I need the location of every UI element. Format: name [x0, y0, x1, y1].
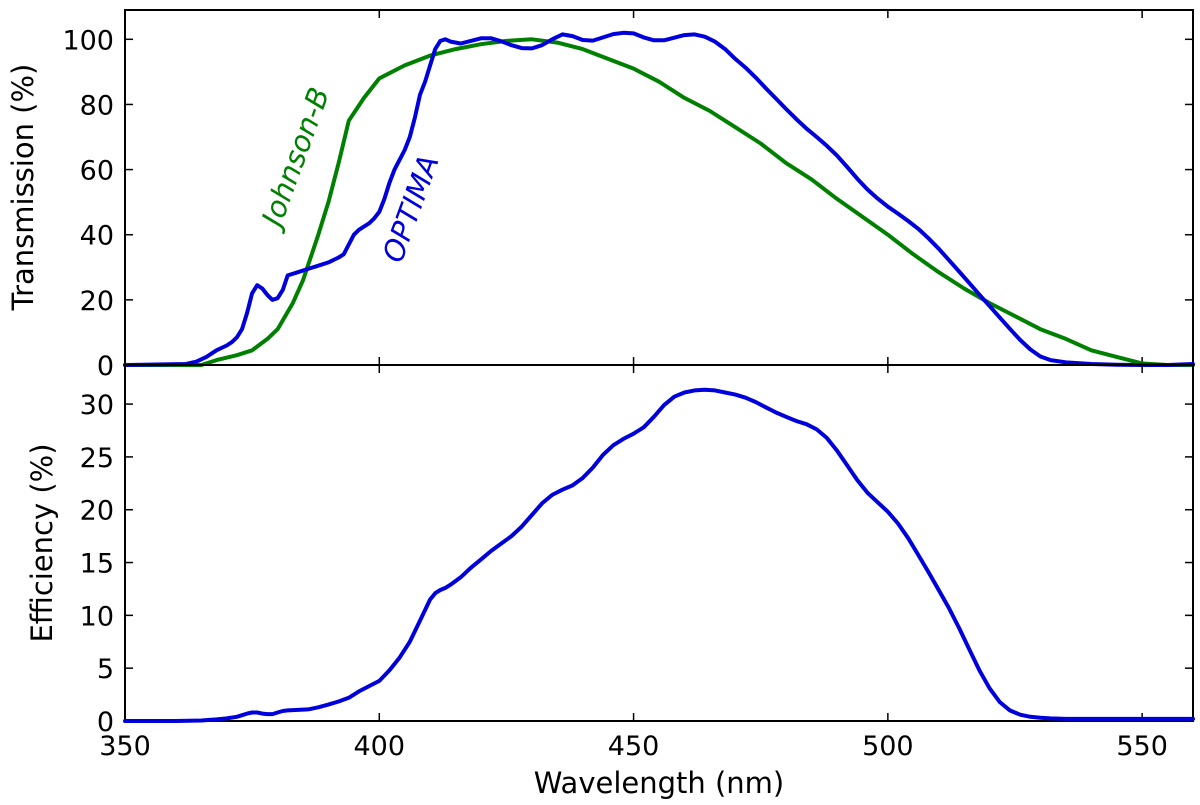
x-tick-label: 550: [1116, 731, 1168, 762]
efficiency-axes-frame: [124, 364, 1194, 722]
y-tick-label: 60: [80, 156, 114, 187]
y-tick-label: 40: [80, 221, 114, 252]
efficiency-ticks: [124, 365, 1193, 722]
y-tick-label: 30: [80, 390, 114, 421]
x-tick-label: 400: [354, 731, 406, 762]
optima-line: [123, 30, 1195, 367]
x-tick-label: 350: [99, 731, 151, 762]
y-tick-label: 80: [80, 90, 114, 121]
x-tick-label: 500: [862, 731, 914, 762]
transmission-tick-labels: 0 20 40 60 80 100: [62, 25, 114, 382]
wavelength-x-axis-label: Wavelength (nm): [534, 766, 785, 800]
efficiency-y-axis-label: Efficiency (%): [25, 443, 59, 642]
efficiency-panel: 0 5 10 15 20 25 30 350 400 450 500 550 Efficiency (…: [25, 364, 1195, 800]
y-tick-label: 20: [80, 286, 114, 317]
efficiency-series: [123, 387, 1195, 723]
y-tick-label: 5: [97, 654, 114, 685]
y-tick-label: 25: [80, 443, 114, 474]
y-tick-label: 10: [80, 601, 114, 632]
efficiency-line: [123, 387, 1195, 723]
optima-series-label: OPTIMA: [376, 150, 446, 266]
efficiency-tick-labels: 0 5 10 15 20 25 30 350 400 450 500 550: [80, 390, 1168, 762]
y-tick-label: 0: [97, 351, 114, 382]
y-tick-label: 100: [62, 25, 114, 56]
x-tick-label: 450: [608, 731, 660, 762]
johnson-b-line: [123, 37, 1195, 367]
y-tick-label: 15: [80, 549, 114, 580]
y-tick-label: 0: [97, 707, 114, 738]
transmission-y-axis-label: Transmission (%): [6, 64, 40, 312]
y-tick-label: 20: [80, 496, 114, 527]
transmission-series: [123, 30, 1195, 367]
